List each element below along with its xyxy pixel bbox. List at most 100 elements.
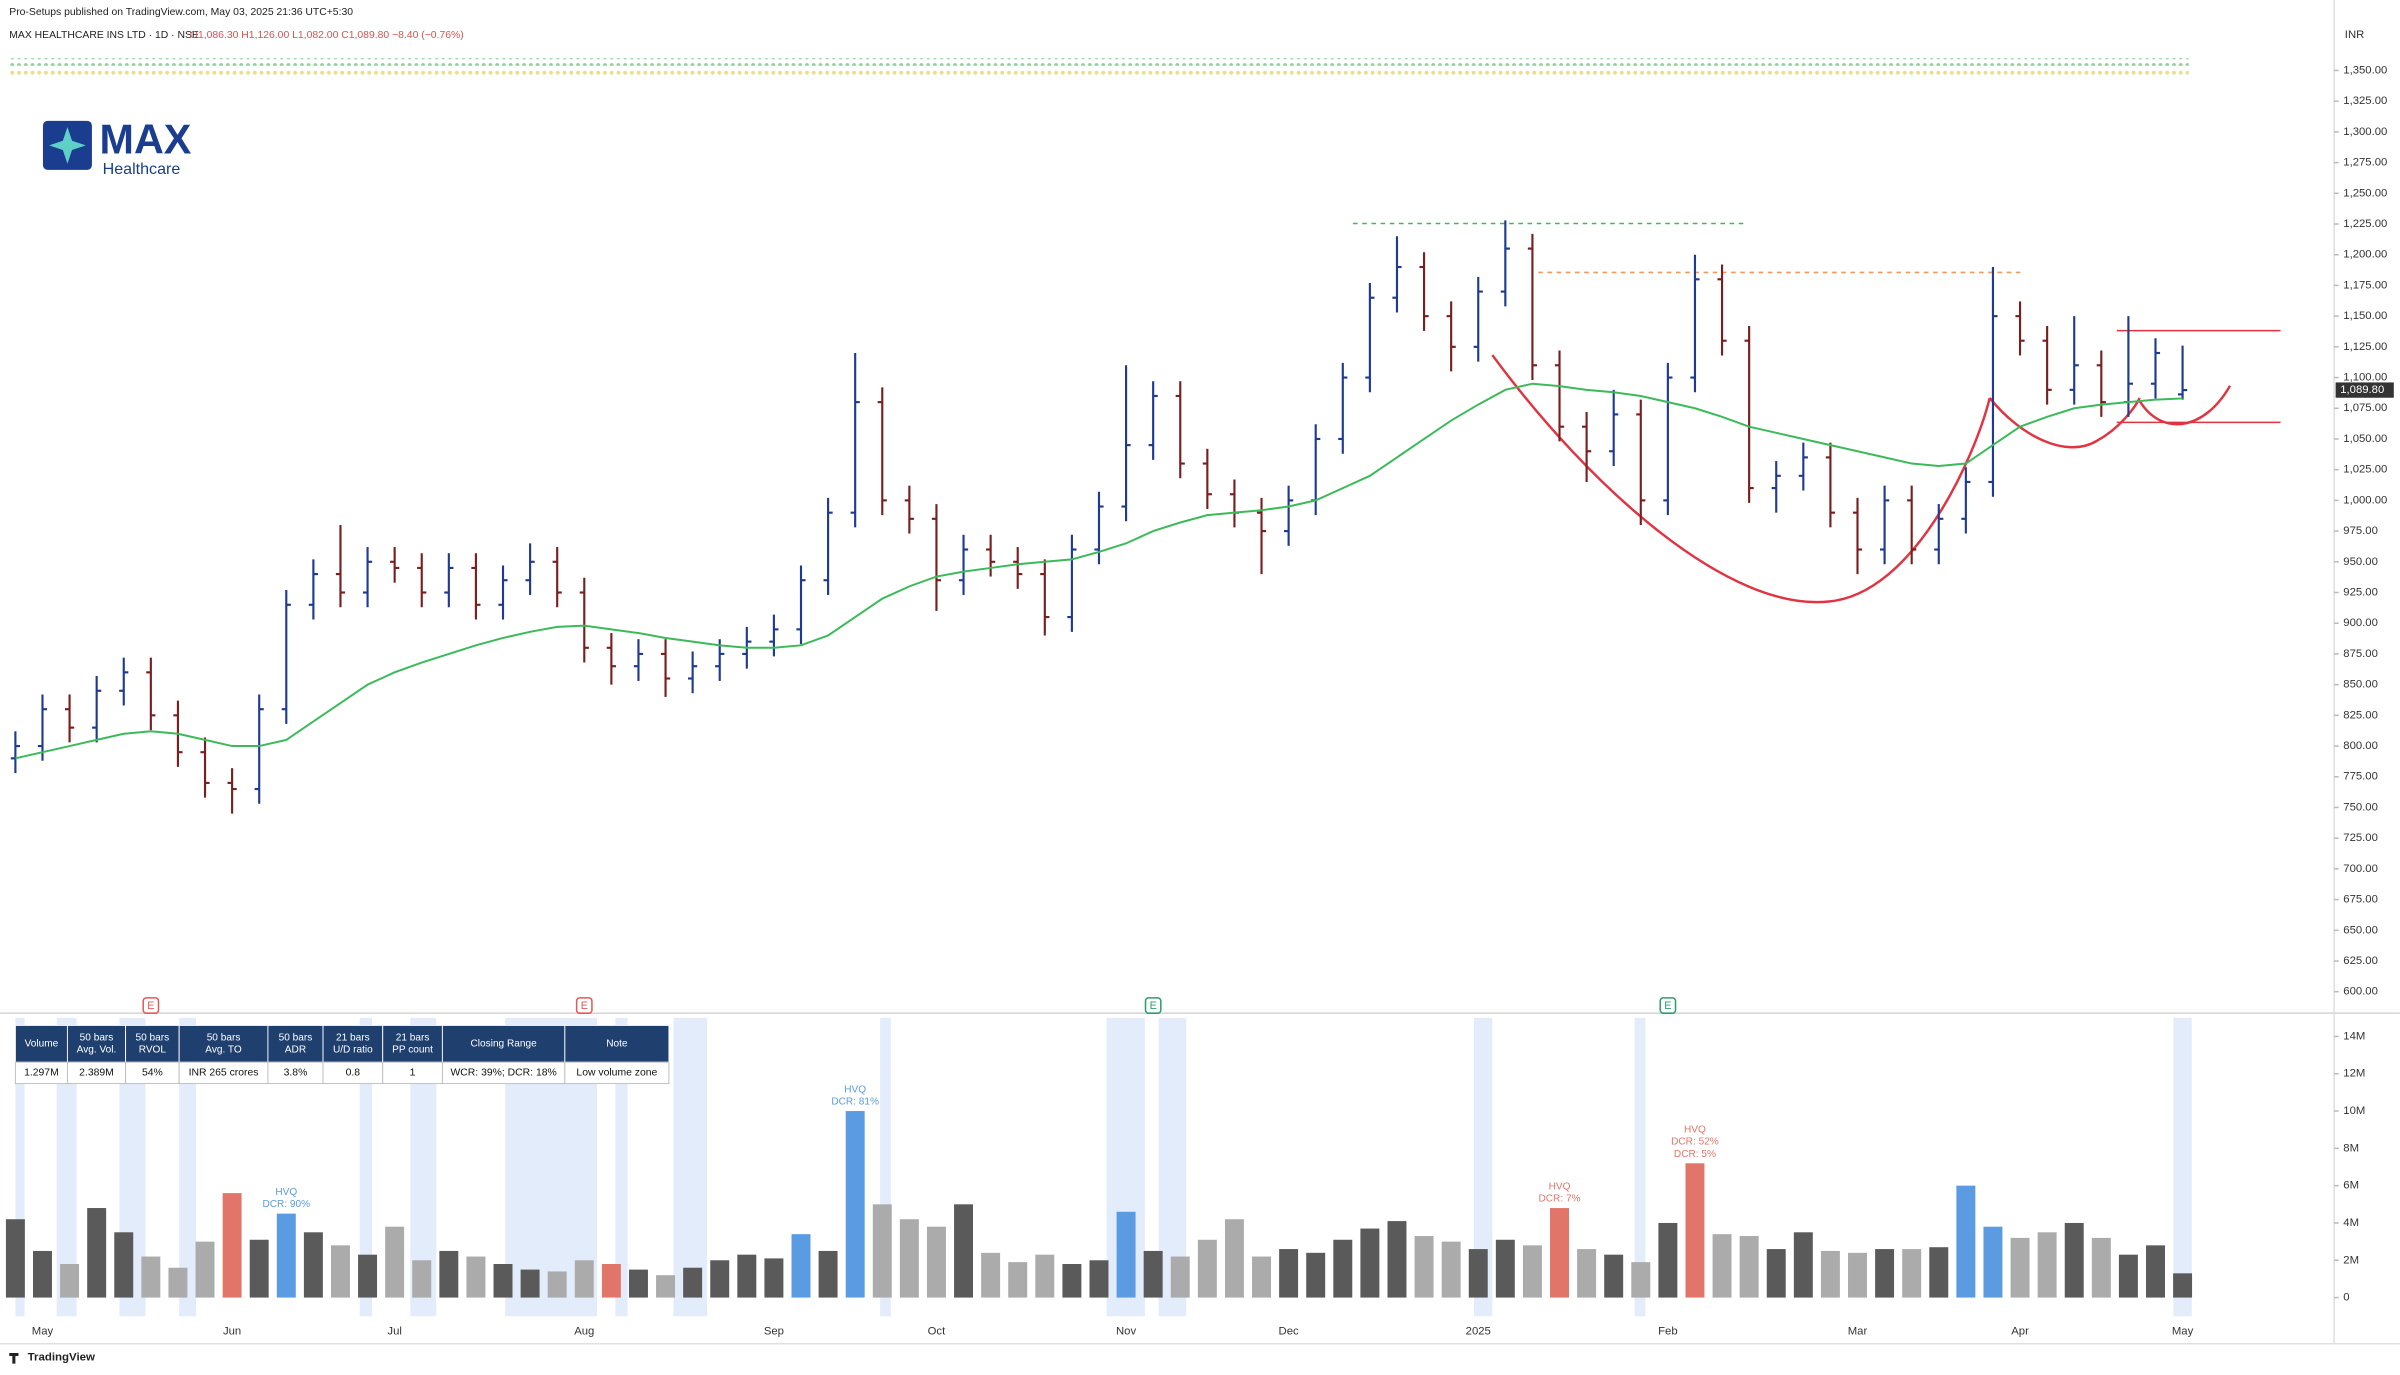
y-tick-label: 0 [2343,1292,2349,1304]
table-header-text: Note [606,1038,628,1049]
volume-bar [2010,1237,2030,1298]
last-price-box [2335,382,2394,398]
volume-bar [2064,1222,2084,1298]
table-header-text: RVOL [139,1045,167,1056]
volume-bar [1902,1249,1922,1298]
y-tick-label: 1,175.00 [2343,279,2387,291]
volume-bar [683,1267,703,1298]
table-header-cell [382,1024,443,1063]
volume-bar [1008,1262,1028,1298]
published-line: Pro-Setups published on TradingView.com,… [9,7,353,18]
volume-bar [981,1252,1001,1298]
volume-bar [737,1254,757,1298]
volume-bar [168,1267,188,1298]
y-tick-label: 1,025.00 [2343,464,2387,476]
volume-bar [385,1226,405,1298]
volume-bar [1658,1222,1678,1298]
volume-bar [872,1204,892,1298]
earnings-label: E [1664,1000,1671,1012]
volume-bar [1577,1249,1597,1298]
y-tick-label: 600.00 [2343,986,2378,998]
volume-bar [439,1250,459,1298]
volume-bar [1143,1250,1163,1298]
volume-bar [926,1226,946,1298]
volume-bar [628,1269,648,1298]
volume-bar [1983,1226,2003,1298]
x-tick-label: Aug [574,1326,594,1338]
table-header-cell [564,1024,670,1063]
volume-bar [60,1264,80,1298]
volume-bar [466,1256,486,1298]
handle-curve [2138,385,2232,426]
earnings-marker [142,997,160,1014]
volume-bar [2037,1232,2057,1298]
y-tick-label: 850.00 [2343,679,2378,691]
y-tick-label: 6M [2343,1180,2359,1192]
volume-bar [1875,1249,1895,1298]
earnings-marker [575,997,593,1014]
table-header-text: Avg. Vol. [77,1045,117,1056]
table-header-text: Closing Range [471,1038,538,1049]
x-tick-label: Apr [2011,1326,2029,1338]
band [1473,1017,1493,1317]
volume-bar [1631,1262,1651,1298]
volume-bar [1604,1254,1624,1298]
volume-bar [1116,1211,1136,1298]
volume-bar [2173,1273,2193,1298]
volume-bar [1170,1256,1190,1298]
table-cell-text: 54% [142,1068,163,1079]
y-tick-label: 1,325.00 [2343,95,2387,107]
band [56,1017,77,1317]
currency: INR [2345,29,2364,41]
x-tick-label: Dec [1279,1326,1299,1338]
table-cell-text: 0.8 [346,1068,361,1079]
volume-bar [1252,1256,1272,1298]
table-cell-text: Low volume zone [576,1068,657,1079]
volume-bar [656,1275,676,1298]
volume-bar [520,1269,540,1298]
volume-annotation: DCR: 7% [1538,1194,1580,1205]
volume-annotation: DCR: 90% [262,1199,310,1210]
volume-bar [845,1111,865,1298]
volume-bar [412,1260,432,1298]
table-cell-text: 1.297M [24,1068,59,1079]
volume-bar [114,1232,134,1298]
x-tick-label: Nov [1116,1326,1136,1338]
table-header-cell [267,1024,324,1063]
volume-bar [1793,1232,1813,1298]
volume-bar [330,1245,350,1298]
y-tick-label: 750.00 [2343,801,2378,813]
volume-bar [1522,1245,1542,1298]
table-header-cell [14,1024,68,1063]
band [179,1017,196,1317]
volume-bar [87,1208,107,1298]
x-tick-label: Oct [928,1326,946,1338]
volume-annotation: HVQ [1549,1181,1571,1192]
table-header-text: PP count [392,1045,433,1056]
stats-table: Volume 1.297M 50 bars Avg. Vol. 2.389M 50 bar… [14,1024,670,1085]
volume-bar [1495,1239,1515,1298]
handle-curve [1988,397,2141,449]
table-header-cell [66,1024,127,1063]
y-tick-label: 1,100.00 [2343,372,2387,384]
y-tick-label: 1,050.00 [2343,433,2387,445]
table-cell-text: 3.8% [284,1068,308,1079]
volume-bar [954,1204,974,1298]
volume-bar [303,1232,323,1298]
volume-bar [1306,1252,1326,1298]
y-tick-label: 1,150.00 [2343,310,2387,322]
ohlc-readout: O1,086.30 H1,126.00 L1,082.00 C1,089.80 … [190,30,464,41]
table-cell-text: WCR: 39%; DCR: 18% [450,1068,556,1079]
y-tick-label: 950.00 [2343,556,2378,568]
y-tick-label: 700.00 [2343,863,2378,875]
volume-bar [1712,1234,1732,1298]
footer-brand: TradingView [28,1352,95,1364]
earnings-label: E [147,1000,154,1012]
volume-bar [1387,1221,1407,1298]
volume-bar [1685,1163,1705,1298]
volume-bar [1414,1236,1434,1298]
y-tick-label: 800.00 [2343,740,2378,752]
